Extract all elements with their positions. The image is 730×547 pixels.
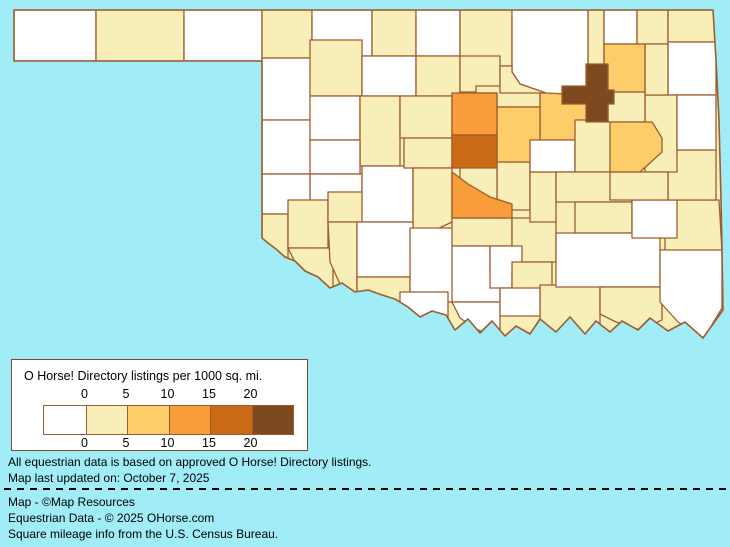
county-region-c37[interactable] [412,167,453,231]
footer-credit-equestrian-data: Equestrian Data - © 2025 OHorse.com [8,511,215,525]
county-region-c57[interactable] [555,232,661,288]
legend-title: O Horse! Directory listings per 1000 sq.… [24,369,263,383]
county-region-c64[interactable] [676,94,717,151]
county-region-c66[interactable] [609,171,669,201]
legend-tick-label: 5 [122,436,130,450]
county-region-c16[interactable] [361,55,417,97]
county-region-c12[interactable] [667,10,717,43]
county-region-c02[interactable] [95,10,185,62]
county-region-c06[interactable] [371,10,417,57]
legend-ticks-bottom: 0 5 10 15 20 [12,436,307,451]
counties-layer [14,10,723,338]
county-region-c22[interactable] [499,65,547,94]
legend-tick-label: 20 [243,387,258,401]
footer-note-last-updated: Map last updated on: October 7, 2025 [8,471,210,485]
legend-tick-label: 15 [202,436,216,450]
county-region-c53[interactable] [529,139,576,173]
county-region-c24[interactable] [309,95,361,141]
county-region-c09[interactable] [587,10,605,67]
legend-ticks-top: 0 5 10 15 20 [12,387,307,402]
county-region-c71[interactable] [451,171,513,219]
county-region-c60[interactable] [631,199,678,239]
legend-swatch-level-4 [210,406,252,434]
county-region-c73[interactable] [609,121,663,173]
county-region-c26[interactable] [399,95,453,139]
legend-swatch-level-3 [168,406,210,434]
county-region-c11[interactable] [636,10,669,45]
legend-tick-label: 10 [160,436,175,450]
county-region-c14[interactable] [261,57,313,121]
county-region-c36[interactable] [403,137,453,169]
footer-credit-census: Square mileage info from the U.S. Census… [8,527,279,541]
county-region-c03[interactable] [183,10,263,62]
legend-panel: O Horse! Directory listings per 1000 sq.… [11,359,308,451]
county-region-c07[interactable] [415,10,461,57]
legend-color-ramp [43,405,294,435]
legend-tick-label: 0 [81,387,88,401]
legend-tick-label: 15 [202,387,216,401]
county-region-c69[interactable] [451,134,498,169]
county-region-c51[interactable] [529,171,557,223]
county-region-c35[interactable] [361,165,414,223]
county-region-c23[interactable] [261,119,317,175]
county-region-c54[interactable] [574,119,614,173]
county-region-c10[interactable] [603,10,638,45]
county-region-c68[interactable] [451,92,498,136]
county-region-c30[interactable] [261,213,289,259]
legend-swatch-level-1 [85,406,127,434]
county-region-c27[interactable] [309,139,361,175]
legend-tick-label: 10 [160,387,175,401]
legend-swatch-level-2 [127,406,169,434]
county-region-c01[interactable] [14,10,97,62]
county-region-c72[interactable] [603,43,646,93]
footer-note-data-source: All equestrian data is based on approved… [8,455,372,469]
state-outline [13,9,724,339]
county-region-c04[interactable] [261,10,313,59]
county-region-c15[interactable] [309,39,363,97]
county-region-c49[interactable] [499,287,541,317]
county-region-c42[interactable] [451,217,513,247]
dashed-divider [4,488,727,490]
county-region-c31[interactable] [287,199,329,249]
county-region-c17[interactable] [415,55,461,97]
oklahoma-choropleth-map [13,9,724,339]
legend-tick-label: 20 [243,436,258,450]
legend-swatch-level-0 [44,406,86,434]
county-region-c21[interactable] [511,10,589,96]
county-region-c13[interactable] [667,41,717,96]
county-region-c25[interactable] [359,95,401,167]
county-region-c38[interactable] [356,221,414,278]
legend-tick-label: 0 [81,436,88,450]
legend-swatch-level-5 [251,406,293,434]
county-region-c41[interactable] [399,291,449,333]
footer-credit-map: Map - ©Map Resources [8,495,135,509]
county-region-c74[interactable] [561,63,615,123]
county-region-c56[interactable] [574,201,633,234]
county-region-c65[interactable] [644,43,669,96]
legend-tick-label: 5 [122,387,130,401]
